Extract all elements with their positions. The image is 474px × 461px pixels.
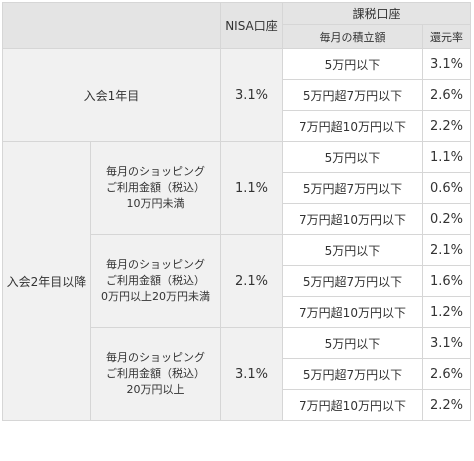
condition-cell: 毎月のショッピング ご利用金額（税込） 10万円未満 bbox=[90, 141, 221, 235]
header-row-2: 毎月の積立額 還元率 bbox=[3, 24, 472, 49]
header-row-1: NISA口座 課税口座 bbox=[2, 2, 472, 49]
range-cell: 7万円超10万円以下 bbox=[282, 389, 423, 421]
condition-line: ご利用金額（税込） bbox=[106, 181, 205, 194]
rate-cell: 2.6% bbox=[421, 79, 472, 111]
table-row: 7万円超10万円以下 2.2% bbox=[3, 389, 472, 421]
table-row: 7万円超10万円以下 1.2% bbox=[3, 296, 472, 328]
range-cell: 7万円超10万円以下 bbox=[282, 203, 423, 235]
condition-line: ご利用金額（税込） bbox=[106, 274, 205, 287]
table-row: 毎月のショッピング ご利用金額（税込） 20万円以上 3.1% 5万円以下 3.… bbox=[3, 327, 472, 421]
rate-cell: 1.6% bbox=[421, 265, 472, 297]
year1-nisa-rate: 3.1% bbox=[220, 48, 283, 142]
header-monthly: 毎月の積立額 bbox=[282, 24, 423, 49]
range-cell: 5万円超7万円以下 bbox=[282, 79, 423, 111]
condition-line: 10万円未満 bbox=[126, 197, 185, 210]
header-nisa: NISA口座 bbox=[220, 2, 283, 49]
table-row: 毎月のショッピング ご利用金額（税込） 0万円以上20万円未満 2.1% 5万円… bbox=[3, 234, 472, 328]
range-cell: 5万円超7万円以下 bbox=[282, 265, 423, 297]
header-rate: 還元率 bbox=[421, 24, 472, 49]
condition-cell: 毎月のショッピング ご利用金額（税込） 0万円以上20万円未満 bbox=[90, 234, 221, 328]
reward-rate-table: NISA口座 課税口座 毎月の積立額 還元率 入会1年目 3.1% 5万円以下 … bbox=[2, 2, 472, 421]
range-cell: 5万円以下 bbox=[282, 48, 423, 80]
range-cell: 5万円超7万円以下 bbox=[282, 172, 423, 204]
condition-line: ご利用金額（税込） bbox=[106, 367, 205, 380]
range-cell: 5万円以下 bbox=[282, 234, 423, 266]
condition-line: 20万円以上 bbox=[126, 383, 185, 396]
rate-cell: 2.1% bbox=[421, 234, 472, 266]
rate-cell: 3.1% bbox=[421, 327, 472, 359]
header-taxable: 課税口座 bbox=[281, 2, 472, 25]
table-row: 7万円超10万円以下 0.2% bbox=[3, 203, 472, 235]
rate-cell: 0.2% bbox=[421, 203, 472, 235]
table-row: 入会2年目以降 毎月のショッピング ご利用金額（税込） 10万円未満 1.1% … bbox=[2, 141, 472, 421]
range-cell: 5万円超7万円以下 bbox=[282, 358, 423, 390]
table-row: 入会1年目 3.1% 5万円以下 3.1% bbox=[2, 48, 472, 142]
rate-cell: 0.6% bbox=[421, 172, 472, 204]
condition-line: 毎月のショッピング bbox=[106, 258, 205, 271]
nisa-rate-cell: 1.1% bbox=[220, 141, 283, 235]
condition-cell: 毎月のショッピング ご利用金額（税込） 20万円以上 bbox=[90, 327, 221, 421]
rate-cell: 1.1% bbox=[421, 141, 472, 173]
rate-cell: 2.6% bbox=[421, 358, 472, 390]
nisa-rate-cell: 3.1% bbox=[220, 327, 283, 421]
range-cell: 5万円以下 bbox=[282, 141, 423, 173]
table-row: 5万円超7万円以下 0.6% bbox=[3, 172, 472, 204]
condition-line: 0万円以上20万円未満 bbox=[101, 290, 210, 303]
rate-cell: 2.2% bbox=[421, 110, 472, 142]
rate-cell: 2.2% bbox=[421, 389, 472, 421]
range-cell: 7万円超10万円以下 bbox=[282, 296, 423, 328]
table-row: 5万円超7万円以下 2.6% bbox=[3, 358, 472, 390]
range-cell: 5万円以下 bbox=[282, 327, 423, 359]
rate-cell: 3.1% bbox=[421, 48, 472, 80]
nisa-rate-cell: 2.1% bbox=[220, 234, 283, 328]
table-row: 7万円超10万円以下 2.2% bbox=[3, 110, 472, 142]
rate-cell: 1.2% bbox=[421, 296, 472, 328]
range-cell: 7万円超10万円以下 bbox=[282, 110, 423, 142]
year1-label: 入会1年目 bbox=[2, 48, 221, 142]
year2-label: 入会2年目以降 bbox=[2, 141, 91, 421]
condition-line: 毎月のショッピング bbox=[106, 165, 205, 178]
condition-line: 毎月のショッピング bbox=[106, 351, 205, 364]
header-blank bbox=[2, 2, 221, 49]
